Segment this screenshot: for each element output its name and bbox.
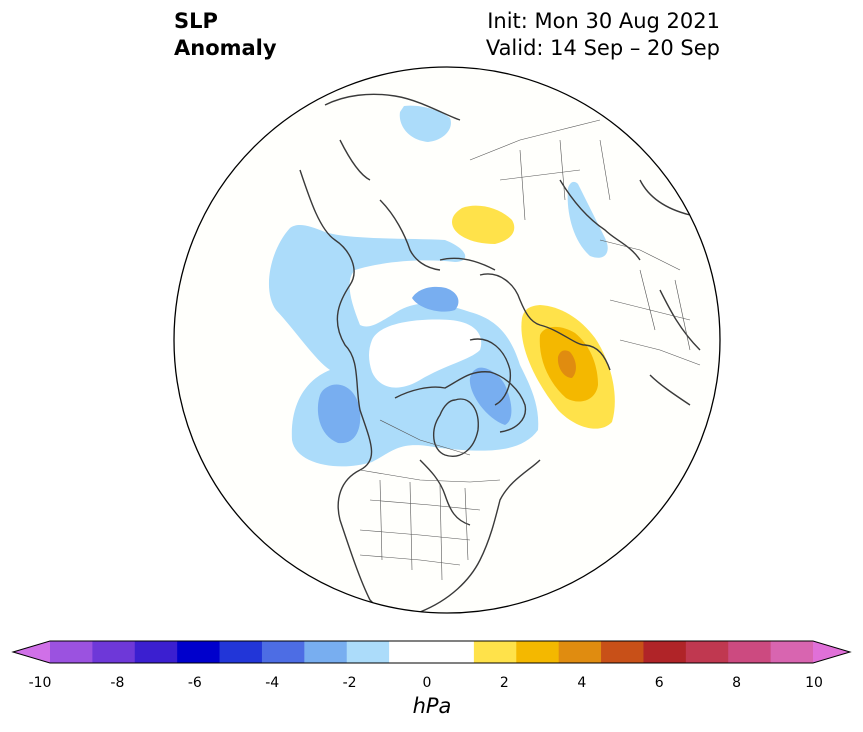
colorbar-segment: [431, 641, 475, 663]
colorbar-segment: [304, 641, 348, 663]
polar-map: [173, 66, 721, 614]
init-date: Init: Mon 30 Aug 2021: [487, 9, 720, 33]
globe-boundary: [173, 66, 721, 614]
colorbar-segment: [219, 641, 263, 663]
valid-range: Valid: 14 Sep – 20 Sep: [485, 36, 720, 60]
colorbar-segment: [601, 641, 644, 663]
colorbar-tick-label: 0: [422, 675, 432, 691]
colorbar: [11, 640, 852, 664]
colorbar-segment: [261, 641, 305, 663]
political-borders: [359, 119, 701, 581]
colorbar-tick-label: -8: [110, 675, 125, 691]
colorbar-segment: [177, 641, 221, 663]
colorbar-segment: [558, 641, 602, 663]
colorbar-tick-label: 8: [732, 675, 742, 691]
colorbar-segment: [473, 641, 517, 663]
title-variable: SLP: [174, 9, 218, 33]
colorbar-segment: [389, 641, 432, 663]
colorbar-tick-label: -4: [265, 675, 280, 691]
colorbar-segment: [516, 641, 560, 663]
colorbar-tick-label: -10: [28, 675, 52, 691]
colorbar-tick-label: -2: [342, 675, 357, 691]
colorbar-segment: [728, 641, 772, 663]
colorbar-unit: hPa: [412, 694, 452, 718]
colorbar-tick-label: 4: [577, 675, 587, 691]
colorbar-segments: [50, 641, 814, 663]
colorbar-outline: [11, 640, 852, 664]
map-title-left: SLP Anomaly: [174, 8, 277, 62]
colorbar-segment: [134, 641, 178, 663]
colorbar-segment: [643, 641, 687, 663]
colorbar-segment: [346, 641, 390, 663]
colorbar-tick-label: -6: [187, 675, 202, 691]
colorbar-extend-low: [13, 641, 50, 663]
title-anomaly: Anomaly: [174, 36, 277, 60]
anomaly-fill-negative: [268, 105, 608, 467]
colorbar-segment: [50, 641, 93, 663]
colorbar-tick-label: 2: [499, 675, 509, 691]
colorbar-tick-label: 6: [654, 675, 664, 691]
colorbar-extend-high: [813, 641, 850, 663]
colorbar-segment: [770, 641, 814, 663]
colorbar-tick-label: 10: [805, 675, 823, 691]
colorbar-segment: [685, 641, 729, 663]
map-title-right: Init: Mon 30 Aug 2021 Valid: 14 Sep – 20…: [486, 8, 720, 62]
colorbar-segment: [92, 641, 136, 663]
